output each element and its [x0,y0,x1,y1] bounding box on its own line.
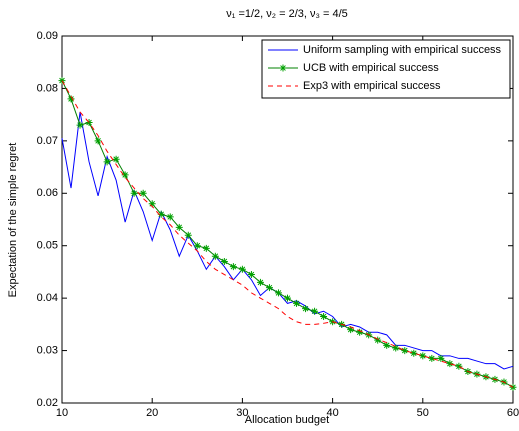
marker [437,354,445,362]
marker [374,336,382,344]
y-tick-label: 0.09 [37,30,58,42]
marker [419,352,427,360]
marker [157,210,165,218]
marker [130,189,138,197]
x-tick-label: 40 [326,407,338,419]
marker [320,312,328,320]
y-tick-label: 0.02 [37,397,58,409]
marker [247,271,255,279]
marker [302,305,310,313]
marker [112,155,120,163]
marker [184,231,192,239]
marker [428,354,436,362]
marker [202,244,210,252]
marker [229,263,237,271]
y-tick-label: 0.08 [37,82,58,94]
marker [446,360,454,368]
y-tick-label: 0.03 [37,344,58,356]
legend-label: Exp3 with empirical success [303,80,441,92]
series-line [61,80,514,388]
marker [67,95,75,103]
marker [94,137,102,145]
y-tick-label: 0.05 [37,240,58,252]
marker [211,252,219,260]
marker [121,171,129,179]
marker [193,242,201,250]
marker [274,289,282,297]
legend: Uniform sampling with empirical success U… [261,39,511,99]
marker [347,326,355,334]
marker [256,278,264,286]
x-tick-label: 10 [56,407,68,419]
marker [410,349,418,357]
y-tick-label: 0.07 [37,135,58,147]
marker [293,299,301,307]
legend-marker [279,64,287,72]
legend-label: UCB with empirical success [303,62,439,74]
marker [238,265,246,273]
legend-label: Uniform sampling with empirical success [303,44,502,56]
marker [85,119,93,127]
marker [76,121,84,129]
marker [175,223,183,231]
marker [383,341,391,349]
chart-title: ν₁ =1/2, ν₂ = 2/3, ν₃ = 4/5 [226,8,348,20]
y-axis-label: Expectation of the simple regret [7,143,19,298]
y-tick-label: 0.04 [37,292,58,304]
marker [166,213,174,221]
marker [284,294,291,302]
marker [356,328,364,336]
x-tick-label: 60 [507,407,519,419]
series-line [61,111,514,370]
x-axis-label: Allocation budget [245,414,329,426]
y-tick-label: 0.06 [37,187,58,199]
marker [401,347,409,355]
marker [392,344,400,352]
marker [103,158,111,166]
x-tick-label: 20 [146,407,158,419]
x-tick-label: 30 [236,407,248,419]
legend-box [261,39,511,99]
marker [311,307,319,315]
marker [139,189,147,197]
x-tick-label: 50 [417,407,429,419]
marker [220,257,228,265]
marker [148,200,156,208]
marker [455,362,463,370]
marker [265,284,273,292]
